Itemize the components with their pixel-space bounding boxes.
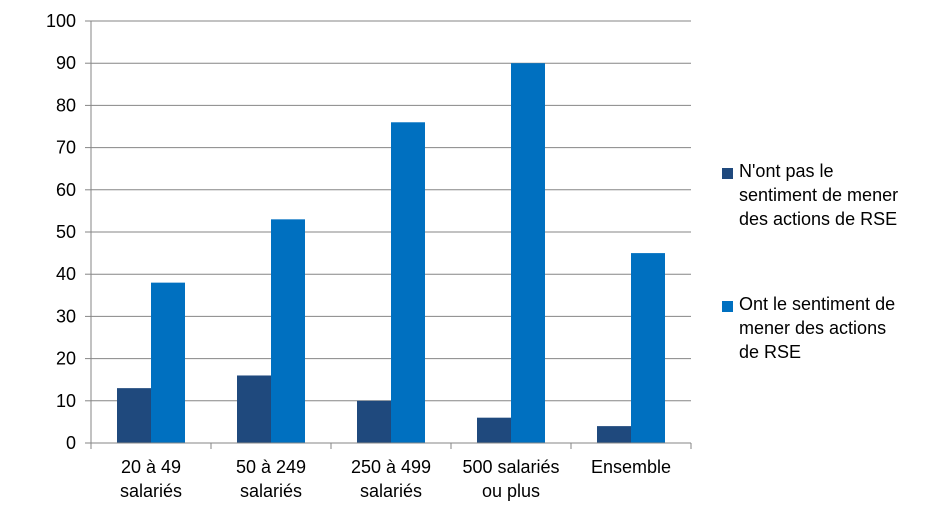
x-tick-label-line: 500 salariés bbox=[462, 457, 559, 477]
x-tick-label-line: Ensemble bbox=[591, 457, 671, 477]
legend-label-line: sentiment de mener bbox=[739, 185, 898, 205]
legend-label-line: des actions de RSE bbox=[739, 209, 897, 229]
x-tick-label-line: salariés bbox=[240, 481, 302, 501]
bar-series-1-3 bbox=[357, 400, 391, 443]
legend-label-1: N'ont pas le sentiment de mener des action… bbox=[739, 161, 898, 229]
y-tick-label: 80 bbox=[56, 95, 76, 115]
bar-series-1-2 bbox=[237, 375, 271, 443]
bar-series-1-4 bbox=[477, 417, 511, 443]
x-tick-label: 500 salariés ou plus bbox=[462, 457, 559, 501]
x-tick-label-line: salariés bbox=[120, 481, 182, 501]
y-tick-label: 0 bbox=[66, 433, 76, 453]
x-tick-label: 50 à 249 salariés bbox=[236, 457, 306, 501]
axes bbox=[85, 20, 692, 449]
bar-series-2-4 bbox=[511, 63, 545, 443]
legend-swatch-1 bbox=[722, 168, 733, 179]
bar-series-2-1 bbox=[151, 282, 185, 443]
y-tick-label: 20 bbox=[56, 349, 76, 369]
x-tick-label: Ensemble bbox=[591, 457, 671, 477]
bar-series-1-5 bbox=[597, 426, 631, 443]
x-tick-label-line: ou plus bbox=[482, 481, 540, 501]
legend-swatch-2 bbox=[722, 301, 733, 312]
y-tick-label: 40 bbox=[56, 264, 76, 284]
y-tick-label: 70 bbox=[56, 138, 76, 158]
x-tick-label-line: 20 à 49 bbox=[121, 457, 181, 477]
bars bbox=[117, 63, 665, 443]
bar-series-2-2 bbox=[271, 219, 305, 443]
legend-label-line: Ont le sentiment de bbox=[739, 294, 895, 314]
legend-label-line: de RSE bbox=[739, 342, 801, 362]
x-tick-label-line: 250 à 499 bbox=[351, 457, 431, 477]
x-tick-label: 250 à 499 salariés bbox=[351, 457, 431, 501]
x-tick-label-line: 50 à 249 bbox=[236, 457, 306, 477]
y-tick-label: 50 bbox=[56, 222, 76, 242]
legend-label-line: mener des actions bbox=[739, 318, 886, 338]
legend: N'ont pas le sentiment de mener des action… bbox=[722, 161, 898, 362]
bar-series-1-1 bbox=[117, 388, 151, 443]
legend-label-line: N'ont pas le bbox=[739, 161, 834, 181]
y-tick-label: 10 bbox=[56, 391, 76, 411]
y-axis-tick-labels: 0 10 20 30 40 50 60 70 80 90 100 bbox=[46, 11, 76, 453]
y-tick-label: 90 bbox=[56, 53, 76, 73]
x-tick-label: 20 à 49 salariés bbox=[120, 457, 182, 501]
bar-series-2-3 bbox=[391, 122, 425, 443]
x-tick-label-line: salariés bbox=[360, 481, 422, 501]
legend-label-2: Ont le sentiment de mener des actions de R… bbox=[739, 294, 895, 362]
bar-series-2-5 bbox=[631, 253, 665, 443]
y-tick-label: 60 bbox=[56, 180, 76, 200]
y-tick-label: 100 bbox=[46, 11, 76, 31]
y-tick-label: 30 bbox=[56, 306, 76, 326]
